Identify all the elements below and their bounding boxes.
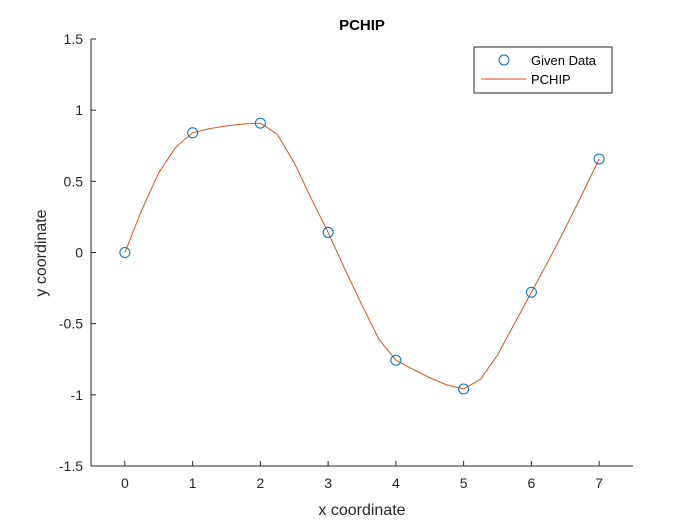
x-tick-label-1: 1: [189, 475, 197, 491]
legend: Given Data PCHIP: [473, 46, 613, 94]
data-point-2: [254, 117, 266, 129]
data-point-6: [525, 286, 537, 298]
data-point-1: [187, 127, 199, 139]
series-line-pchip: [124, 122, 600, 390]
data-point-7: [593, 153, 605, 165]
data-point-4: [390, 354, 402, 366]
y-tick-label-5: 1: [75, 102, 83, 118]
tick-labels: 0 1 2 3 4 5 6 7 -1.5 -1 -0.5 0 0.5 1 1.5: [59, 31, 603, 491]
y-tick-label-4: 0.5: [64, 173, 84, 189]
y-tick-label-3: 0: [75, 245, 83, 261]
y-tick-label-1: -1: [71, 387, 84, 403]
x-tick-label-5: 5: [460, 475, 468, 491]
legend-marker-given-data: [498, 54, 510, 66]
legend-label-pchip: PCHIP: [531, 72, 571, 87]
x-tick-label-3: 3: [324, 475, 332, 491]
x-tick-label-2: 2: [256, 475, 264, 491]
x-axis-label: x coordinate: [318, 502, 405, 519]
tick-marks: [91, 38, 600, 467]
x-tick-label-4: 4: [392, 475, 400, 491]
y-tick-label-2: -0.5: [59, 316, 83, 332]
data-point-0: [119, 247, 131, 258]
legend-label-given-data: Given Data: [531, 53, 597, 68]
chart-title: PCHIP: [339, 17, 385, 34]
legend-box: [473, 46, 613, 94]
series-layer: [119, 117, 605, 395]
x-tick-label-7: 7: [595, 475, 603, 491]
x-tick-label-6: 6: [527, 475, 535, 491]
y-axis-label: y coordinate: [33, 209, 50, 296]
x-tick-label-0: 0: [121, 475, 129, 491]
data-point-3: [322, 226, 334, 238]
y-tick-label-0: -1.5: [59, 458, 83, 474]
data-point-5: [458, 383, 470, 395]
y-tick-label-6: 1.5: [64, 31, 84, 47]
